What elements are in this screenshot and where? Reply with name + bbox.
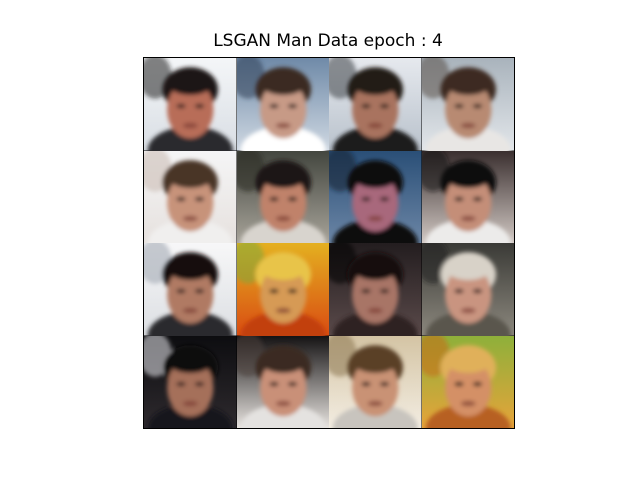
generated-sample-image <box>421 243 514 336</box>
generated-sample-image <box>236 58 329 151</box>
generated-face-picture <box>144 150 237 243</box>
generated-face-picture <box>236 150 329 243</box>
generated-face-picture <box>421 150 514 243</box>
generated-face-picture <box>329 58 422 151</box>
generated-face-picture <box>329 150 422 243</box>
generated-sample-image <box>236 150 329 243</box>
generated-face-picture <box>144 243 237 336</box>
generated-sample-image <box>421 58 514 151</box>
generated-face-picture <box>236 243 329 336</box>
generated-face-picture <box>421 243 514 336</box>
generated-face-picture <box>421 58 514 151</box>
generated-sample-image <box>144 58 237 151</box>
generated-sample-image <box>329 58 422 151</box>
generated-sample-image <box>236 243 329 336</box>
figure-title: LSGAN Man Data epoch : 4 <box>213 31 443 51</box>
generated-face-picture <box>329 243 422 336</box>
generated-face-picture <box>236 58 329 151</box>
generated-face-picture <box>144 335 237 428</box>
generated-sample-image <box>421 150 514 243</box>
generated-sample-image <box>421 335 514 428</box>
generated-sample-image <box>144 150 237 243</box>
generated-sample-image <box>329 150 422 243</box>
generated-face-picture <box>144 58 237 151</box>
generated-sample-image <box>236 335 329 428</box>
generated-sample-image <box>144 243 237 336</box>
generated-sample-image <box>329 335 422 428</box>
generated-sample-image <box>144 335 237 428</box>
generated-face-picture <box>236 335 329 428</box>
generated-face-picture <box>329 335 422 428</box>
generated-face-picture <box>421 335 514 428</box>
generated-sample-image <box>329 243 422 336</box>
generated-samples-grid <box>144 58 514 428</box>
sample-image-grid-frame <box>143 57 515 429</box>
